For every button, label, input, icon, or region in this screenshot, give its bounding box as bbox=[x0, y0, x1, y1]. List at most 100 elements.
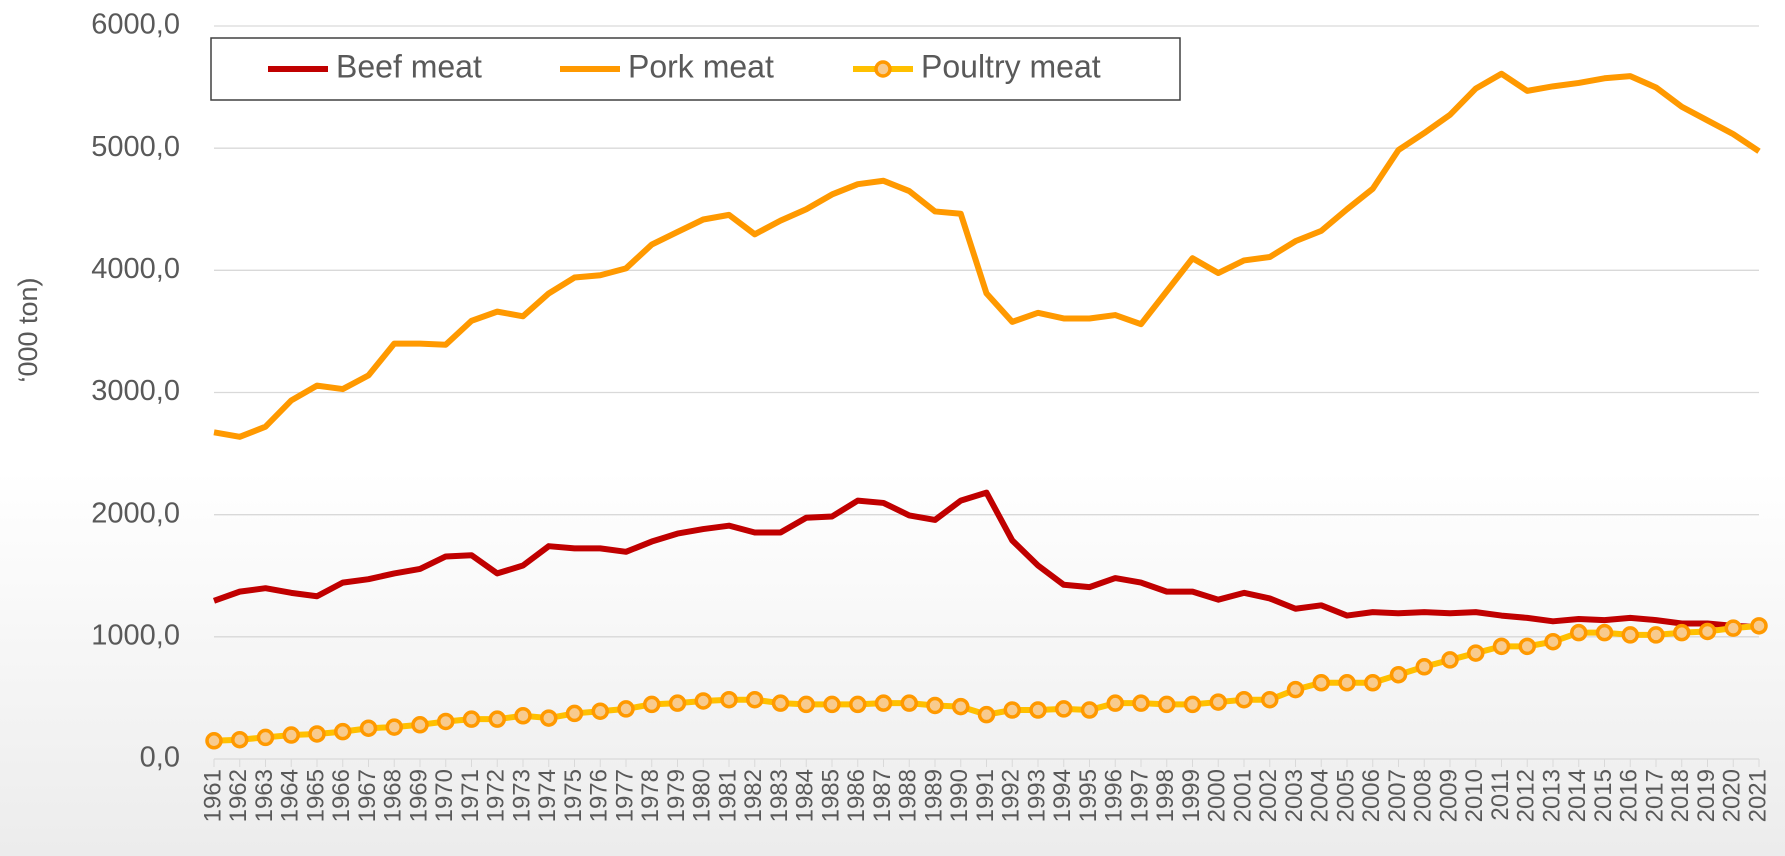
x-tick-label: 1992 bbox=[998, 769, 1025, 822]
marker bbox=[1595, 623, 1614, 642]
marker bbox=[1415, 658, 1433, 676]
x-tick-label: 1976 bbox=[586, 769, 613, 822]
marker bbox=[1106, 694, 1124, 712]
marker bbox=[231, 730, 249, 749]
y-tick-label: 0,0 bbox=[140, 742, 180, 774]
x-tick-label: 1972 bbox=[483, 769, 510, 822]
x-tick-label: 1977 bbox=[611, 769, 638, 822]
marker bbox=[282, 726, 300, 744]
x-tick-label: 1989 bbox=[920, 769, 947, 822]
marker bbox=[1467, 644, 1485, 662]
x-tick-label: 2017 bbox=[1641, 769, 1668, 822]
x-tick-label: 1990 bbox=[946, 769, 973, 822]
x-tick-label: 1978 bbox=[637, 769, 664, 822]
marker bbox=[1544, 632, 1562, 651]
x-tick-label: 1985 bbox=[817, 769, 844, 822]
marker bbox=[1724, 619, 1742, 637]
marker bbox=[540, 709, 558, 727]
x-tick-label: 1973 bbox=[508, 769, 535, 822]
x-tick-label: 2015 bbox=[1590, 769, 1617, 822]
x-tick-label: 1995 bbox=[1075, 769, 1102, 822]
x-tick-label: 1962 bbox=[225, 769, 252, 822]
x-tick-label: 1974 bbox=[534, 769, 561, 822]
x-tick-label: 2021 bbox=[1744, 769, 1771, 822]
y-tick-label: 1000,0 bbox=[91, 619, 180, 651]
marker bbox=[1183, 695, 1202, 714]
marker bbox=[1286, 680, 1305, 699]
x-tick-label: 2009 bbox=[1435, 769, 1462, 822]
x-tick-label: 1997 bbox=[1126, 769, 1153, 822]
marker bbox=[1698, 622, 1717, 641]
y-tick-label: 6000,0 bbox=[91, 9, 180, 41]
marker bbox=[1029, 701, 1047, 719]
marker bbox=[1518, 637, 1536, 656]
marker bbox=[720, 690, 738, 709]
marker bbox=[1132, 694, 1150, 712]
marker bbox=[797, 695, 815, 714]
series-line bbox=[212, 489, 1760, 630]
marker bbox=[385, 718, 403, 736]
x-tick-label: 1987 bbox=[869, 769, 896, 822]
x-tick-label: 2020 bbox=[1719, 769, 1746, 822]
x-tick-label: 1968 bbox=[380, 769, 407, 822]
marker bbox=[1492, 637, 1511, 656]
marker bbox=[1235, 690, 1253, 709]
x-tick-label: 1966 bbox=[328, 769, 355, 822]
x-tick-label: 1964 bbox=[277, 769, 304, 822]
series-line bbox=[213, 70, 1761, 440]
marker bbox=[437, 712, 455, 731]
x-tick-label: 2014 bbox=[1564, 769, 1591, 822]
x-tick-label: 2007 bbox=[1384, 769, 1411, 822]
marker bbox=[411, 716, 429, 734]
x-tick-label: 2002 bbox=[1255, 769, 1282, 822]
marker bbox=[1338, 674, 1356, 692]
x-tick-label: 2006 bbox=[1358, 769, 1385, 822]
marker bbox=[334, 722, 352, 741]
x-tick-label: 1986 bbox=[843, 769, 870, 822]
x-tick-label: 2012 bbox=[1513, 769, 1540, 822]
marker bbox=[746, 690, 764, 709]
marker bbox=[900, 694, 918, 712]
x-tick-label: 1981 bbox=[714, 769, 741, 822]
x-tick-label: 1982 bbox=[740, 769, 767, 822]
marker bbox=[926, 696, 944, 715]
x-tick-label: 1984 bbox=[792, 769, 819, 822]
marker bbox=[1621, 626, 1639, 644]
marker bbox=[256, 728, 275, 747]
marker bbox=[359, 719, 378, 737]
x-tick-label: 1969 bbox=[405, 769, 432, 822]
marker bbox=[1647, 626, 1665, 644]
marker bbox=[1364, 674, 1382, 692]
marker bbox=[643, 695, 661, 714]
marker bbox=[1209, 693, 1227, 711]
x-tick-label: 2016 bbox=[1616, 769, 1643, 822]
x-tick-label: 1963 bbox=[251, 769, 278, 822]
x-tick-label: 1996 bbox=[1101, 769, 1128, 822]
marker bbox=[1570, 623, 1588, 642]
legend-marker bbox=[874, 60, 892, 78]
x-tick-label: 2010 bbox=[1461, 769, 1488, 822]
x-tick-label: 1967 bbox=[354, 769, 381, 822]
marker bbox=[1261, 690, 1279, 709]
x-tick-label: 1979 bbox=[663, 769, 690, 822]
marker bbox=[1080, 701, 1099, 719]
x-tick-label: 1988 bbox=[895, 769, 922, 822]
marker bbox=[1441, 651, 1459, 669]
x-tick-label: 2000 bbox=[1204, 769, 1231, 822]
x-tick-label: 1993 bbox=[1023, 769, 1050, 822]
legend-label: Poultry meat bbox=[921, 48, 1101, 84]
marker bbox=[1158, 695, 1176, 714]
marker bbox=[591, 702, 609, 720]
marker bbox=[874, 694, 893, 712]
marker bbox=[565, 704, 584, 723]
marker bbox=[1055, 700, 1073, 718]
x-tick-label: 1994 bbox=[1049, 769, 1076, 822]
x-tick-label: 1965 bbox=[302, 769, 329, 822]
marker bbox=[849, 695, 867, 714]
marker bbox=[488, 710, 506, 728]
x-tick-label: 2011 bbox=[1487, 769, 1514, 821]
x-tick-label: 2003 bbox=[1281, 769, 1308, 822]
y-tick-label: 3000,0 bbox=[91, 375, 180, 407]
